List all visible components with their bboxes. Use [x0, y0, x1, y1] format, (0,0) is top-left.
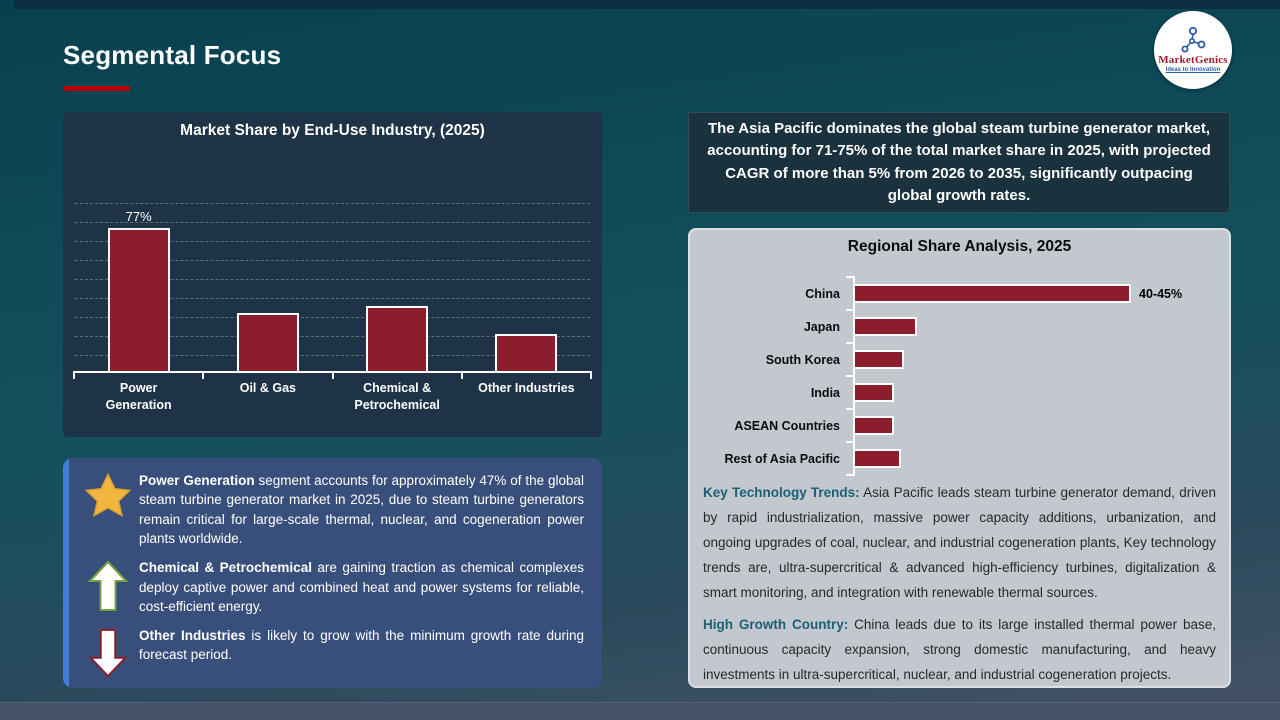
region-row-south-korea: South Korea — [702, 342, 1217, 376]
insight-body: segment accounts for approximately 47% o… — [139, 473, 585, 547]
region-row-india: India — [702, 375, 1217, 409]
region-bar — [855, 317, 917, 336]
bar-track — [846, 441, 1217, 476]
regional-notes: Key Technology Trends: Asia Pacific lead… — [703, 480, 1216, 693]
bar-other-industries — [495, 334, 558, 371]
axis-tick — [202, 371, 205, 379]
region-label: Japan — [803, 319, 840, 334]
insight-lead: Power Generation — [139, 473, 255, 488]
region-bar — [855, 350, 904, 369]
gridline — [75, 260, 590, 261]
insight-power-generation: Power Generation segment accounts for ap… — [77, 471, 584, 549]
key-technology-trends-body: Asia Pacific leads steam turbine generat… — [703, 485, 1216, 601]
gridline — [75, 241, 590, 242]
key-technology-trends-note: Key Technology Trends: Asia Pacific lead… — [703, 480, 1216, 606]
logo-name: MarketGenics — [1158, 54, 1228, 66]
bar-value-label: 40-45% — [1139, 286, 1183, 301]
insight-lead: Other Industries — [139, 628, 246, 643]
page-title: Segmental Focus — [63, 40, 282, 70]
segment-insights-panel: Power Generation segment accounts for ap… — [63, 458, 602, 688]
bar-slot-2 — [333, 181, 462, 371]
top-accent-bar — [14, 0, 1280, 9]
category-label: Other Industries — [478, 381, 575, 395]
region-row-japan: Japan — [702, 309, 1217, 343]
up-arrow-icon — [77, 558, 139, 616]
axis-tick — [460, 371, 463, 379]
enduse-chart-title: Market Share by End-Use Industry, (2025) — [180, 122, 485, 139]
bar-track: 40-45% — [846, 276, 1217, 310]
molecule-icon — [1181, 27, 1206, 53]
bar-oil-gas — [236, 313, 299, 371]
callout-text: The Asia Pacific dominates the global st… — [707, 119, 1211, 205]
regional-bars: China 40-45% Japan South Korea India ASEAN Co… — [702, 276, 1217, 476]
insight-text: Power Generation segment accounts for ap… — [139, 471, 584, 549]
bar-track — [846, 342, 1217, 376]
bar-slot-3 — [462, 181, 591, 371]
bar-chemical-petrochemical — [366, 306, 429, 371]
title-underline — [64, 86, 130, 91]
axis-tick — [590, 371, 592, 379]
insight-text: Other Industries is likely to grow with … — [139, 626, 584, 678]
region-label: India — [810, 385, 840, 400]
insight-text: Chemical & Petrochemical are gaining tra… — [139, 558, 584, 616]
gridline — [75, 222, 590, 223]
gridline — [75, 279, 590, 280]
region-row-rest-of-asia-pacific: Rest of Asia Pacific — [702, 441, 1217, 476]
region-bar — [855, 449, 901, 468]
high-growth-country-heading: High Growth Country: — [703, 616, 849, 632]
regional-chart-title: Regional Share Analysis, 2025 — [847, 238, 1072, 255]
region-bar — [855, 416, 894, 435]
x-axis-labels: Power Generation Oil & Gas Chemical & Petr… — [74, 380, 591, 414]
regional-share-panel: Regional Share Analysis, 2025 China 40-45… — [688, 228, 1231, 688]
insight-body: are gaining traction as chemical complex… — [139, 560, 584, 615]
high-growth-country-note: High Growth Country: China leads due to … — [703, 612, 1216, 687]
bar-track — [846, 375, 1217, 409]
enduse-bars: 77% — [74, 181, 591, 371]
region-label: ASEAN Countries — [734, 418, 840, 433]
x-axis — [73, 371, 592, 379]
region-label: South Korea — [765, 352, 840, 367]
asia-pacific-callout: The Asia Pacific dominates the global st… — [688, 112, 1230, 213]
gridline — [75, 336, 590, 337]
bar-power-generation — [107, 228, 170, 371]
down-arrow-icon — [77, 626, 139, 678]
category-label: Oil & Gas — [239, 381, 297, 395]
insight-lead: Chemical & Petrochemical — [139, 560, 312, 576]
bar-track — [846, 408, 1217, 442]
high-growth-country-body: China leads due to its large installed t… — [703, 616, 1216, 682]
bottom-accent-bar — [0, 702, 1280, 720]
category-label: Chemical & Petrochemical — [354, 381, 440, 412]
region-row-china: China 40-45% — [702, 276, 1217, 310]
gridline — [75, 203, 590, 204]
bar-track — [846, 309, 1217, 343]
bar-slot-0: 77% — [74, 181, 203, 371]
gridline — [75, 317, 590, 318]
axis-tick — [73, 371, 75, 379]
insight-chemical-petrochemical: Chemical & Petrochemical are gaining tra… — [77, 558, 584, 616]
marketgenics-logo: MarketGenics Ideas to Innovation — [1154, 11, 1232, 89]
region-label: China — [805, 286, 840, 301]
star-icon — [77, 471, 139, 549]
insight-body: is likely to grow with the minimum growt… — [139, 628, 584, 663]
bar-value-label: 77% — [125, 209, 152, 224]
insight-other-industries: Other Industries is likely to grow with … — [77, 626, 584, 678]
logo-tagline: Ideas to Innovation — [1165, 67, 1221, 73]
enduse-chart-panel: Market Share by End-Use Industry, (2025)… — [63, 112, 602, 437]
gridlines — [75, 203, 590, 374]
gridline — [75, 298, 590, 299]
category-label: Power Generation — [105, 381, 172, 412]
region-label: Rest of Asia Pacific — [724, 451, 840, 466]
bar-slot-1 — [203, 181, 332, 371]
key-technology-trends-heading: Key Technology Trends: — [703, 485, 860, 500]
region-bar — [855, 284, 1131, 303]
region-bar — [855, 383, 894, 402]
axis-tick — [331, 371, 334, 379]
region-row-asean-countries: ASEAN Countries — [702, 408, 1217, 442]
gridline — [75, 355, 590, 356]
